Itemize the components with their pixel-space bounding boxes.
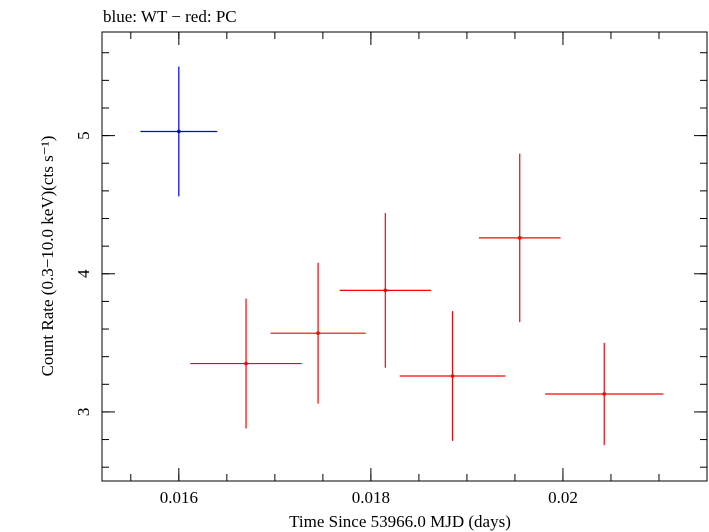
y-tick-label: 5 bbox=[74, 131, 93, 140]
series-wt bbox=[140, 66, 218, 197]
x-tick-label: 0.018 bbox=[352, 488, 390, 507]
data-point bbox=[383, 288, 388, 293]
x-axis-label: Time Since 53966.0 MJD (days) bbox=[289, 512, 511, 531]
data-point bbox=[177, 129, 181, 134]
axis-ticks bbox=[102, 32, 708, 481]
data-series bbox=[140, 66, 664, 446]
x-tick-labels: 0.016 0.018 0.02 bbox=[160, 488, 578, 507]
plot-frame bbox=[101, 31, 708, 482]
data-point bbox=[316, 331, 320, 335]
data-point bbox=[517, 236, 522, 240]
data-point bbox=[244, 361, 248, 366]
y-tick-labels: 3 4 5 bbox=[74, 131, 93, 416]
data-point bbox=[450, 374, 455, 378]
x-tick-label: 0.016 bbox=[160, 488, 198, 507]
chart-title: blue: WT − red: PC bbox=[103, 7, 237, 26]
x-tick-label: 0.02 bbox=[548, 488, 578, 507]
y-axis-label: Count Rate (0.3−10.0 keV)(cts s⁻¹) bbox=[38, 136, 57, 377]
series-pc bbox=[190, 153, 664, 446]
y-tick-label: 4 bbox=[74, 269, 93, 278]
data-point bbox=[602, 392, 607, 396]
y-tick-label: 3 bbox=[74, 408, 93, 417]
